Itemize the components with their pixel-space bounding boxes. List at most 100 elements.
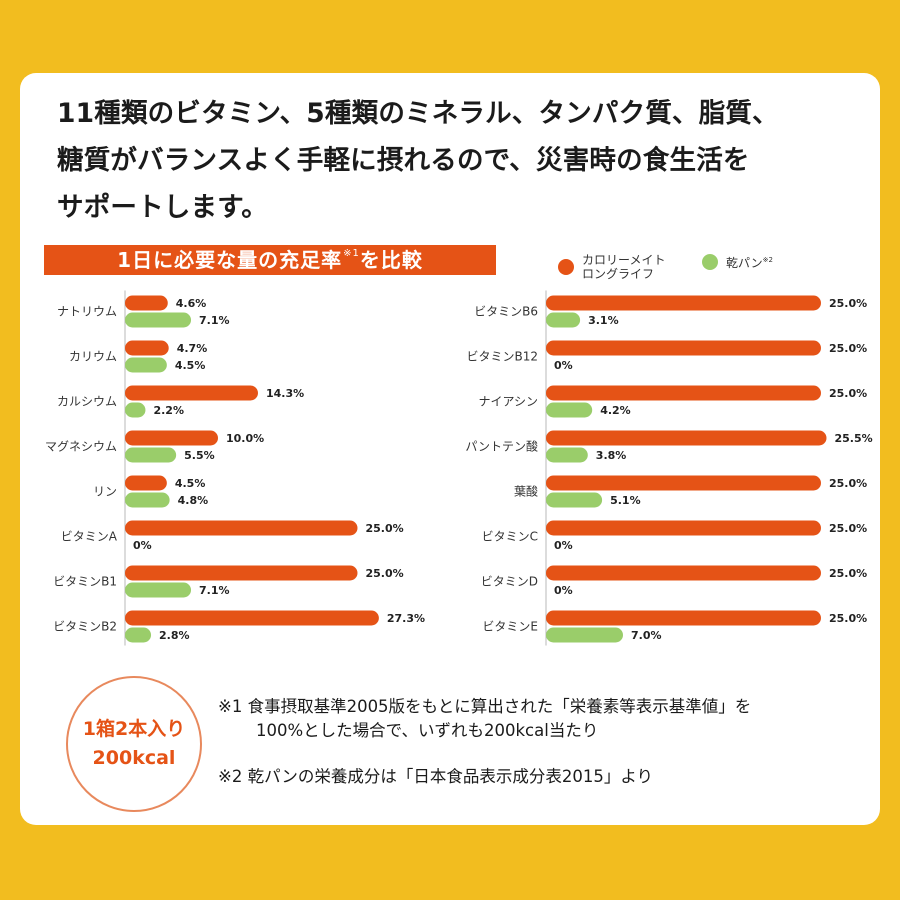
bar-calorie-mate xyxy=(546,385,821,401)
bar-calorie-mate xyxy=(546,475,821,491)
package-info-badge: 1箱2本入り 200kcal xyxy=(66,676,202,812)
value-label-calorie-mate: 25.0% xyxy=(829,342,867,355)
category-label: マグネシウム xyxy=(45,440,117,454)
value-label-calorie-mate: 25.0% xyxy=(829,567,867,580)
bar-calorie-mate xyxy=(546,565,821,581)
legend-label-kanpan: 乾パン※2 xyxy=(726,253,773,270)
legend-label-calorie-mate: カロリーメイト ロングライフ xyxy=(582,253,666,281)
bar-kanpan xyxy=(125,447,177,463)
footnote-2-text: ※2 乾パンの栄養成分は「日本食品表示成分表2015」より xyxy=(218,767,654,786)
bar-kanpan xyxy=(546,312,581,328)
bar-calorie-mate xyxy=(125,295,168,311)
value-label-kanpan: 3.1% xyxy=(588,314,619,327)
value-label-calorie-mate: 25.0% xyxy=(829,297,867,310)
bar-kanpan xyxy=(125,357,167,373)
chart-title-suffix: を比較 xyxy=(359,248,423,272)
value-label-calorie-mate: 4.6% xyxy=(176,297,207,310)
bar-calorie-mate xyxy=(125,340,169,356)
bar-kanpan xyxy=(125,492,170,508)
bar-calorie-mate xyxy=(125,385,258,401)
value-label-kanpan: 2.8% xyxy=(159,629,190,642)
category-label: ビタミンB6 xyxy=(474,305,538,319)
legend-label-kanpan-text: 乾パン xyxy=(726,256,763,270)
category-label: ナイアシン xyxy=(478,395,538,409)
value-label-calorie-mate: 25.5% xyxy=(835,432,873,445)
bar-kanpan xyxy=(546,447,588,463)
value-label-kanpan: 5.5% xyxy=(184,449,215,462)
category-label: カルシウム xyxy=(57,395,117,409)
bar-kanpan xyxy=(546,492,603,508)
value-label-calorie-mate: 4.5% xyxy=(175,477,206,490)
value-label-kanpan: 2.2% xyxy=(153,404,184,417)
bar-calorie-mate xyxy=(546,295,821,311)
value-label-kanpan: 0% xyxy=(554,539,573,552)
value-label-calorie-mate: 25.0% xyxy=(829,387,867,400)
value-label-kanpan: 3.8% xyxy=(596,449,627,462)
category-label: ナトリウム xyxy=(57,305,117,319)
value-label-calorie-mate: 27.3% xyxy=(387,612,425,625)
bar-kanpan xyxy=(125,582,192,598)
legend-dot-green xyxy=(702,253,718,270)
legend-item-kanpan: 乾パン※2 xyxy=(702,253,773,270)
value-label-kanpan: 5.1% xyxy=(610,494,641,507)
footnote-1-line-1: ※1 食事摂取基準2005版をもとに算出された「栄養素等表示基準値」を xyxy=(218,697,752,716)
badge-line-1: 1箱2本入り xyxy=(82,718,186,740)
value-label-kanpan: 0% xyxy=(554,584,573,597)
category-label: ビタミンB1 xyxy=(53,575,117,589)
bar-calorie-mate xyxy=(546,610,821,626)
value-label-kanpan: 4.8% xyxy=(178,494,209,507)
footnote-1: ※1 食事摂取基準2005版をもとに算出された「栄養素等表示基準値」を 100%… xyxy=(218,693,751,741)
legend-item-calorie-mate: カロリーメイト ロングライフ xyxy=(558,253,672,281)
value-label-calorie-mate: 14.3% xyxy=(266,387,304,400)
legend-dot-orange xyxy=(558,259,574,275)
headline-line-2: 糖質がバランスよく手軽に摂れるので、災害時の食生活を xyxy=(57,145,750,176)
chart-title-banner: 1日に必要な量の充足率 ※1 を比較 xyxy=(44,245,496,275)
category-label: ビタミンD xyxy=(481,575,538,589)
headline-line-3: サポートします。 xyxy=(57,192,268,223)
bar-calorie-mate xyxy=(125,430,218,446)
bar-calorie-mate xyxy=(125,565,358,581)
category-label: ビタミンA xyxy=(61,530,118,544)
chart-title-text: 1日に必要な量の充足率 xyxy=(117,248,343,272)
value-label-calorie-mate: 25.0% xyxy=(829,522,867,535)
category-label: カリウム xyxy=(69,350,117,364)
value-label-calorie-mate: 4.7% xyxy=(177,342,208,355)
bar-calorie-mate xyxy=(546,340,821,356)
bar-calorie-mate xyxy=(546,520,821,536)
bar-calorie-mate xyxy=(546,430,827,446)
bar-kanpan xyxy=(546,402,593,418)
bar-kanpan xyxy=(546,627,623,643)
footnote-1-line-2: 100%とした場合で、いずれも200kcal当たり xyxy=(256,721,599,740)
value-label-calorie-mate: 25.0% xyxy=(829,477,867,490)
category-label: 葉酸 xyxy=(514,484,538,499)
category-label: リン xyxy=(93,485,117,499)
value-label-kanpan: 4.2% xyxy=(600,404,631,417)
value-label-kanpan: 7.1% xyxy=(199,314,230,327)
bar-calorie-mate xyxy=(125,610,379,626)
value-label-kanpan: 0% xyxy=(133,539,152,552)
content-card: 11種類のビタミン、5種類のミネラル、タンパク質、脂質、 糖質がバランスよく手軽… xyxy=(20,73,880,825)
legend-label-kanpan-sup: ※2 xyxy=(762,256,773,264)
bar-kanpan xyxy=(125,402,146,418)
bar-calorie-mate xyxy=(125,475,167,491)
value-label-kanpan: 7.1% xyxy=(199,584,230,597)
value-label-calorie-mate: 25.0% xyxy=(366,522,404,535)
category-label: ビタミンB2 xyxy=(53,620,117,634)
bar-kanpan xyxy=(125,627,152,643)
badge-line-2: 200kcal xyxy=(92,747,176,769)
bar-kanpan xyxy=(125,312,192,328)
headline: 11種類のビタミン、5種類のミネラル、タンパク質、脂質、 糖質がバランスよく手軽… xyxy=(57,90,857,231)
value-label-kanpan: 0% xyxy=(554,359,573,372)
category-label: ビタミンB12 xyxy=(466,350,538,364)
chart-title-footnote-mark: ※1 xyxy=(343,248,360,259)
value-label-calorie-mate: 25.0% xyxy=(829,612,867,625)
value-label-kanpan: 4.5% xyxy=(175,359,206,372)
value-label-calorie-mate: 25.0% xyxy=(366,567,404,580)
bar-calorie-mate xyxy=(125,520,358,536)
headline-line-1: 11種類のビタミン、5種類のミネラル、タンパク質、脂質、 xyxy=(57,98,779,129)
value-label-calorie-mate: 10.0% xyxy=(226,432,264,445)
value-label-kanpan: 7.0% xyxy=(631,629,662,642)
category-label: パントテン酸 xyxy=(465,439,538,454)
footnote-2: ※2 乾パンの栄養成分は「日本食品表示成分表2015」より xyxy=(218,763,653,787)
category-label: ビタミンC xyxy=(482,530,538,544)
